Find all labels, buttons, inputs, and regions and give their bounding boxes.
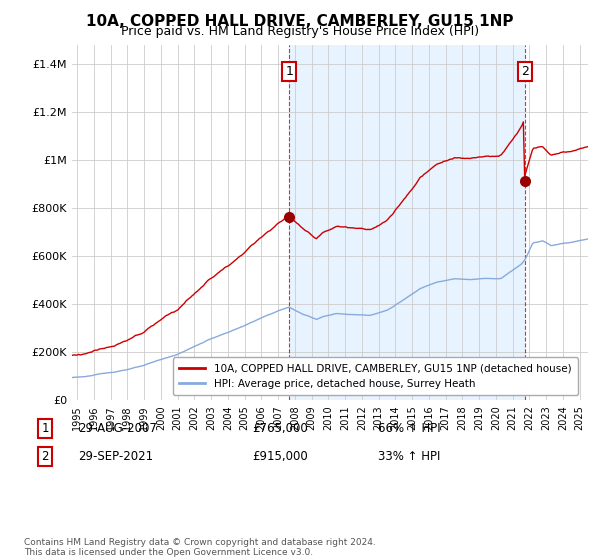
Bar [289,45,525,400]
Text: 1: 1 [285,65,293,78]
Text: 66% ↑ HPI: 66% ↑ HPI [378,422,440,435]
Text: 33% ↑ HPI: 33% ↑ HPI [378,450,440,463]
Text: £765,000: £765,000 [252,422,308,435]
Text: Price paid vs. HM Land Registry's House Price Index (HPI): Price paid vs. HM Land Registry's House … [121,25,479,38]
Text: 2: 2 [41,450,49,463]
Text: 29-AUG-2007: 29-AUG-2007 [78,422,157,435]
Text: 29-SEP-2021: 29-SEP-2021 [78,450,153,463]
Text: 1: 1 [41,422,49,435]
Text: 10A, COPPED HALL DRIVE, CAMBERLEY, GU15 1NP: 10A, COPPED HALL DRIVE, CAMBERLEY, GU15 … [86,14,514,29]
Text: Contains HM Land Registry data © Crown copyright and database right 2024.
This d: Contains HM Land Registry data © Crown c… [24,538,376,557]
Legend: 10A, COPPED HALL DRIVE, CAMBERLEY, GU15 1NP (detached house), HPI: Average price: 10A, COPPED HALL DRIVE, CAMBERLEY, GU15 … [173,357,578,395]
Text: £915,000: £915,000 [252,450,308,463]
Text: 2: 2 [521,65,529,78]
